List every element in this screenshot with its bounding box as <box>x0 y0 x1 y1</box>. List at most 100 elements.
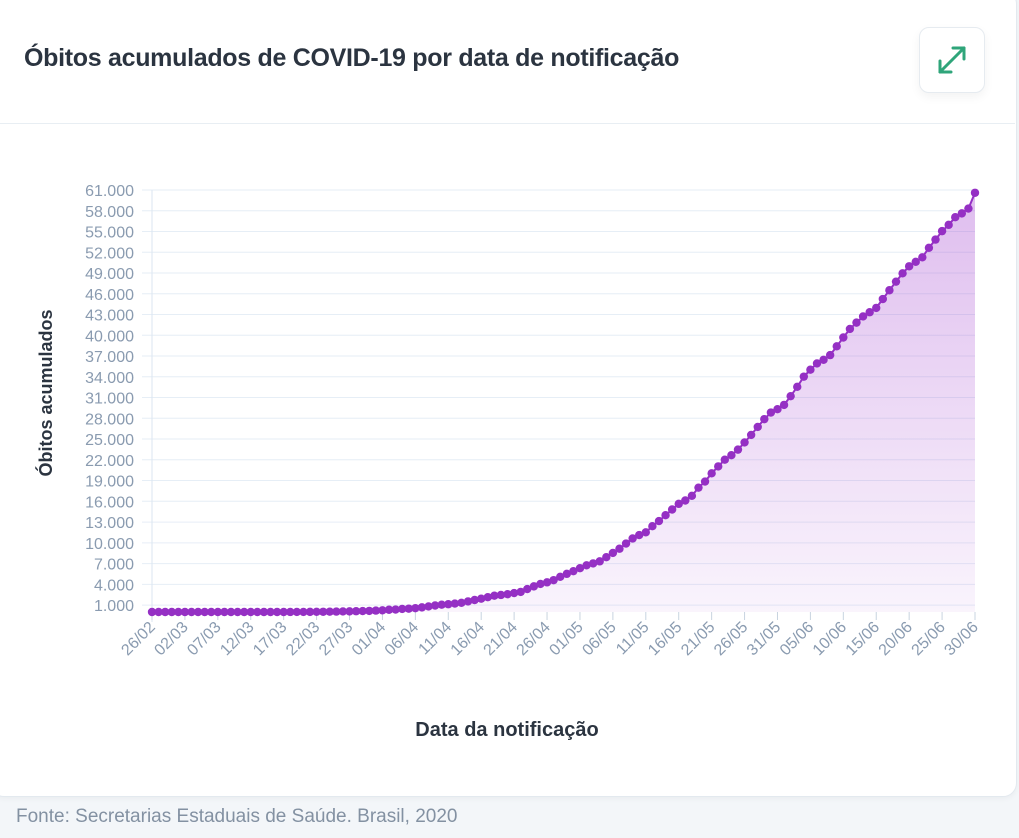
y-tick-label: 10.000 <box>85 536 134 553</box>
data-point <box>424 602 433 611</box>
data-point <box>753 422 762 432</box>
data-point <box>193 607 203 617</box>
data-point <box>213 607 223 617</box>
data-point <box>654 516 664 526</box>
y-tick-label: 22.000 <box>85 453 134 470</box>
y-tick-label: 1.000 <box>94 598 134 615</box>
expand-button[interactable] <box>919 27 985 93</box>
data-point <box>582 561 591 570</box>
y-tick-label: 55.000 <box>85 225 134 242</box>
x-tick-label: 20/06 <box>876 619 916 659</box>
data-point <box>766 408 776 417</box>
data-point <box>931 235 940 244</box>
data-point <box>174 607 183 617</box>
data-point <box>483 592 492 602</box>
data-point <box>253 607 262 617</box>
y-tick-label: 58.000 <box>85 204 134 221</box>
data-point <box>457 598 466 608</box>
data-point <box>345 607 354 616</box>
y-tick-label: 40.000 <box>85 328 134 345</box>
x-tick-label: 06/05 <box>579 619 619 659</box>
source-note: Fonte: Secretarias Estaduais de Saúde. B… <box>16 806 458 827</box>
data-point <box>674 499 683 509</box>
data-point <box>661 510 670 520</box>
data-point <box>325 607 334 616</box>
data-point <box>911 257 920 267</box>
data-point <box>924 243 934 253</box>
expand-diagonal-arrows-icon <box>938 46 966 74</box>
data-point <box>608 548 618 558</box>
data-point <box>200 607 209 617</box>
x-tick-label: 21/05 <box>678 619 718 659</box>
data-point <box>292 607 302 617</box>
data-point <box>207 607 216 617</box>
header-divider <box>0 123 1015 124</box>
data-point <box>621 539 631 548</box>
data-point <box>259 607 269 617</box>
data-point <box>490 591 499 600</box>
data-point <box>714 462 723 471</box>
data-point <box>239 607 249 617</box>
data-point <box>220 607 229 617</box>
data-point <box>615 544 624 553</box>
data-point <box>509 588 519 598</box>
y-tick-label: 37.000 <box>85 349 134 366</box>
data-point <box>562 569 571 579</box>
data-point <box>858 312 868 321</box>
y-tick-label: 52.000 <box>85 245 134 262</box>
y-axis-label: Óbitos acumulados <box>35 309 56 476</box>
data-point <box>839 333 848 342</box>
x-tick-label: 30/06 <box>941 619 981 659</box>
y-tick-label: 34.000 <box>85 370 134 387</box>
data-point <box>964 204 973 213</box>
data-point <box>806 365 815 374</box>
data-point <box>852 318 861 327</box>
data-point <box>628 534 637 543</box>
data-point <box>503 589 512 599</box>
x-tick-label: 11/04 <box>416 619 456 659</box>
data-point <box>733 445 743 454</box>
data-point <box>444 600 453 609</box>
data-point <box>648 522 657 531</box>
x-tick-label: 16/04 <box>448 619 488 659</box>
data-point <box>279 607 288 617</box>
data-point <box>286 607 295 617</box>
data-point <box>160 607 170 617</box>
data-point <box>845 324 855 334</box>
y-tick-label: 4.000 <box>94 577 134 594</box>
data-point <box>154 607 163 617</box>
x-axis-label: Data da notificação <box>415 719 598 741</box>
data-point <box>404 604 413 613</box>
data-point <box>588 559 598 568</box>
data-point <box>477 594 486 603</box>
data-point <box>595 557 604 566</box>
data-point <box>496 590 506 600</box>
y-tick-label: 16.000 <box>85 494 134 511</box>
data-point <box>147 607 157 617</box>
data-point <box>384 605 394 614</box>
data-point <box>180 607 190 617</box>
data-point <box>167 607 176 617</box>
data-point <box>951 212 960 222</box>
data-point <box>667 505 677 514</box>
data-point <box>641 528 650 537</box>
data-point <box>773 405 782 414</box>
x-tick-label: 12/03 <box>217 619 257 659</box>
x-tick-label: 25/06 <box>909 619 949 659</box>
data-point <box>312 607 321 617</box>
x-tick-label: 01/04 <box>349 619 389 659</box>
data-point <box>872 303 881 313</box>
data-point <box>397 604 407 614</box>
x-tick-label: 15/06 <box>843 619 883 659</box>
data-point <box>523 584 532 594</box>
data-point <box>793 382 802 392</box>
data-point <box>318 607 328 616</box>
y-tick-label: 31.000 <box>85 391 134 408</box>
data-point <box>437 600 446 609</box>
data-point <box>378 606 387 615</box>
chart-svg: 1.000 4.000 7.000 10.000 13.000 16.000 19.000 2… <box>35 183 982 741</box>
y-tick-label: 25.000 <box>85 432 134 449</box>
data-point <box>700 477 710 486</box>
x-tick-label: 05/06 <box>777 619 817 659</box>
x-tick-label: 16/05 <box>645 619 685 659</box>
